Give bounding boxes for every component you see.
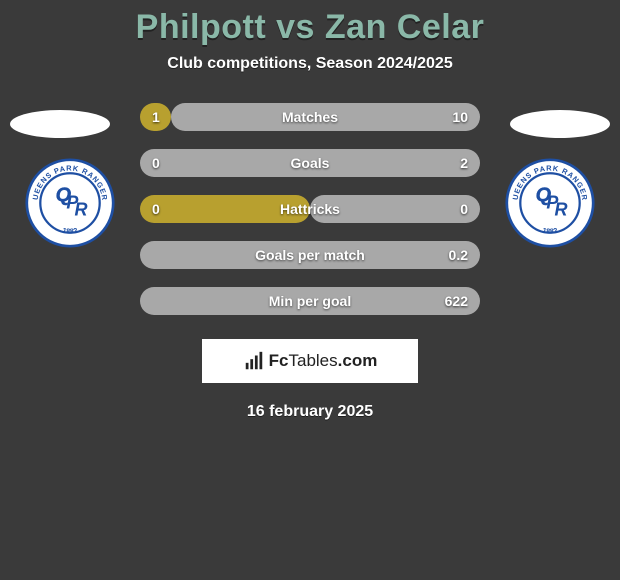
svg-text:R: R [555, 200, 568, 220]
stat-value-right: 0 [460, 201, 468, 217]
stat-value-left: 0 [152, 201, 160, 217]
stat-label: Goals per match [255, 247, 365, 263]
comparison-content: QUEENS PARK RANGERS 1882 Q P R QUEENS PA… [0, 103, 620, 315]
stat-value-right: 2 [460, 155, 468, 171]
svg-text:1882: 1882 [62, 226, 79, 236]
snapshot-date: 16 february 2025 [0, 403, 620, 421]
bar-chart-icon [243, 350, 265, 372]
stat-label: Hattricks [280, 201, 340, 217]
stat-value-right: 10 [452, 109, 468, 125]
stat-value-left: 1 [152, 109, 160, 125]
club-crest-right: QUEENS PARK RANGERS 1882 Q P R [505, 158, 595, 248]
stat-label: Min per goal [269, 293, 351, 309]
branding-text: FcTables.com [269, 351, 378, 371]
svg-text:R: R [75, 200, 88, 220]
stat-bar: Goals per match 0.2 [140, 241, 480, 269]
stat-value-right: 622 [445, 293, 468, 309]
club-crest-left: QUEENS PARK RANGERS 1882 Q P R [25, 158, 115, 248]
stat-value-right: 0.2 [449, 247, 468, 263]
stat-bar: 0 Hattricks 0 [140, 195, 480, 223]
stat-bar: 0 Goals 2 [140, 149, 480, 177]
stat-bar: Min per goal 622 [140, 287, 480, 315]
stat-label: Goals [291, 155, 330, 171]
stat-bars: 1 Matches 10 0 Goals 2 0 Hattricks 0 Goals per ma… [140, 103, 480, 315]
stat-bar: 1 Matches 10 [140, 103, 480, 131]
player-photo-left-placeholder [10, 110, 110, 138]
comparison-title: Philpott vs Zan Celar [0, 0, 620, 47]
comparison-subtitle: Club competitions, Season 2024/2025 [0, 55, 620, 73]
player-photo-right-placeholder [510, 110, 610, 138]
svg-text:1882: 1882 [542, 226, 559, 236]
stat-label: Matches [282, 109, 338, 125]
stat-value-left: 0 [152, 155, 160, 171]
branding-badge[interactable]: FcTables.com [202, 339, 418, 383]
